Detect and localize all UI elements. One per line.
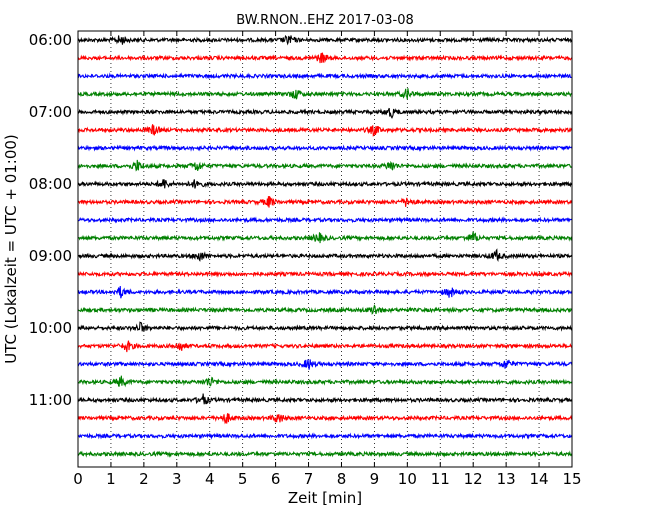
x-tick-label: 6: [271, 470, 281, 488]
x-tick-label: 10: [398, 470, 417, 488]
seismic-trace: [77, 144, 573, 152]
seismic-trace: [77, 359, 573, 370]
x-tick-label: 13: [497, 470, 516, 488]
seismic-trace: [77, 304, 573, 315]
seismic-trace: [77, 196, 573, 208]
x-tick-label: 0: [73, 470, 83, 488]
seismic-trace: [77, 321, 573, 332]
y-tick-label: 09:00: [29, 247, 72, 265]
seismic-trace: [77, 159, 573, 172]
seismic-trace: [77, 216, 573, 224]
x-tick-label: 15: [562, 470, 581, 488]
x-tick-label: 4: [205, 470, 215, 488]
y-tick-label: 11:00: [29, 391, 72, 409]
seismic-trace: [77, 375, 573, 388]
seismic-trace: [77, 286, 573, 299]
x-tick-label: 11: [431, 470, 450, 488]
y-ticks: 06:00 07:00 08:00 09:00 10:00 11:00: [29, 31, 572, 409]
chart-title: BW.RNON..EHZ 2017-03-08: [236, 13, 414, 28]
x-tick-label: 8: [337, 470, 347, 488]
x-tick-label: 5: [238, 470, 248, 488]
seismic-trace: [77, 450, 573, 458]
y-tick-label: 10:00: [29, 319, 72, 337]
seismic-trace: [77, 413, 573, 425]
y-tick-label: 07:00: [29, 103, 72, 121]
seismic-trace: [77, 124, 573, 137]
x-tick-label: 12: [464, 470, 483, 488]
y-tick-label: 06:00: [29, 31, 72, 49]
seismic-trace: [77, 270, 573, 278]
traces: [77, 34, 573, 458]
x-ticks: 0 1 2 3 4 5 6 7 8 9 10 11 12 13 14 15: [73, 31, 582, 488]
x-tick-label: 3: [172, 470, 182, 488]
seismic-trace: [77, 340, 573, 353]
seismic-trace: [77, 52, 573, 64]
x-tick-label: 1: [106, 470, 116, 488]
x-tick-label: 2: [139, 470, 149, 488]
plot-frame: [77, 30, 573, 468]
x-axis-label: Zeit [min]: [288, 489, 362, 507]
vertical-grid: [110, 31, 540, 467]
seismic-trace: [77, 72, 573, 80]
x-tick-label: 9: [370, 470, 380, 488]
seismic-trace: [77, 88, 573, 100]
seismic-trace: [77, 34, 573, 46]
seismic-trace: [77, 248, 573, 262]
seismic-trace: [77, 107, 573, 119]
seismic-trace: [77, 432, 573, 440]
y-axis-label: UTC (Lokalzeit = UTC + 01:00): [2, 134, 20, 364]
y-tick-label: 08:00: [29, 175, 72, 193]
seismic-trace: [77, 393, 573, 405]
seismic-trace: [77, 231, 573, 244]
seismic-trace: [77, 179, 573, 189]
x-tick-label: 14: [530, 470, 549, 488]
x-tick-label: 7: [304, 470, 314, 488]
